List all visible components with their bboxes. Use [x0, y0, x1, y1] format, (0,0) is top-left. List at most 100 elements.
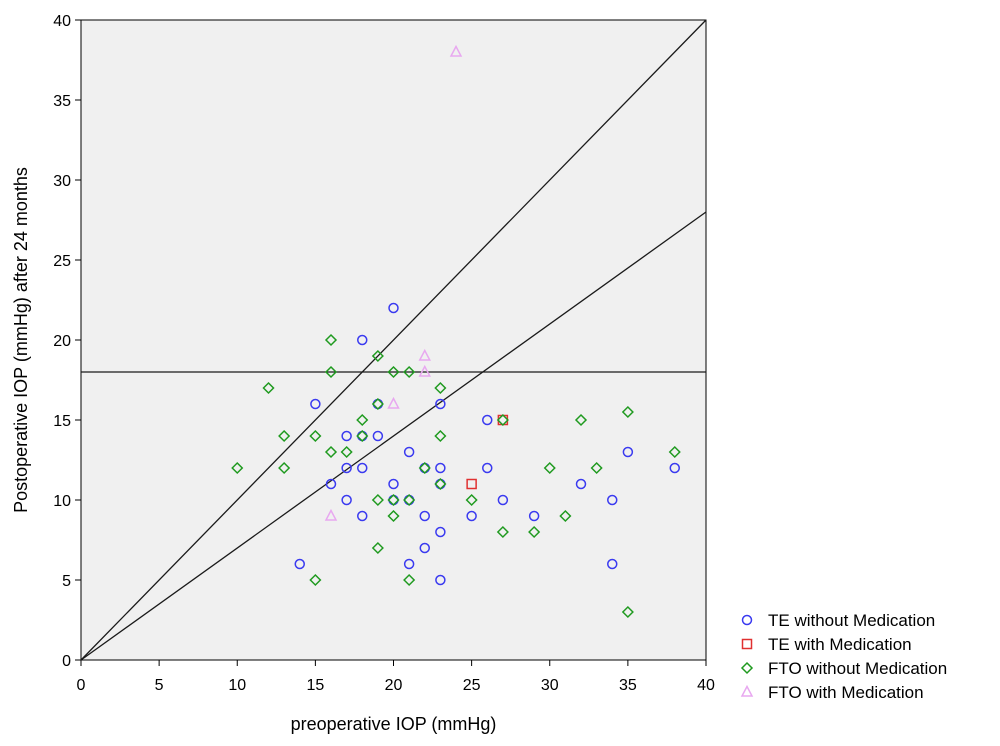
data-point	[324, 365, 338, 379]
data-point	[466, 478, 477, 490]
x-tick-label: 5	[155, 677, 164, 694]
y-axis: 0 5 10 15 20 25 30 35 40	[53, 13, 81, 670]
data-point	[434, 429, 447, 443]
data-point	[621, 405, 634, 419]
data-point	[371, 349, 384, 363]
data-point	[435, 398, 446, 410]
series-3-points	[231, 333, 681, 619]
legend: TE without Medication TE with Medication F…	[740, 611, 947, 702]
y-tick-label: 40	[53, 13, 71, 30]
data-point	[669, 462, 680, 474]
data-point	[418, 364, 431, 377]
data-point	[262, 381, 275, 395]
data-point	[574, 413, 588, 427]
data-point	[310, 398, 321, 410]
y-tick-label: 15	[53, 413, 71, 430]
data-point	[496, 413, 509, 427]
legend-marker	[741, 638, 753, 650]
data-point	[231, 461, 244, 475]
legend-item: TE with Medication	[741, 635, 912, 654]
data-point	[497, 494, 509, 506]
data-point	[465, 493, 478, 507]
legend-marker	[740, 684, 754, 697]
y-tick-label: 35	[53, 93, 71, 110]
data-point	[496, 525, 509, 539]
data-point	[418, 461, 431, 475]
data-point	[482, 462, 493, 474]
data-point	[435, 574, 446, 586]
legend-label: TE without Medication	[768, 611, 935, 630]
data-point	[324, 508, 338, 521]
data-point	[388, 302, 399, 314]
reference-line-2	[80, 211, 707, 661]
data-point	[309, 573, 322, 587]
data-point	[403, 573, 416, 587]
data-point	[387, 509, 400, 523]
y-axis-title: Postoperative IOP (mmHg) after 24 months	[11, 167, 31, 513]
data-point	[357, 510, 368, 522]
data-point	[435, 462, 446, 474]
x-axis: 0 5 10 15 20 25 30 35 40	[77, 660, 715, 694]
data-point	[434, 381, 447, 395]
y-tick-label: 5	[62, 573, 71, 590]
x-tick-label: 30	[541, 677, 559, 694]
data-point	[403, 365, 416, 379]
x-tick-label: 25	[463, 677, 481, 694]
legend-marker	[741, 614, 753, 626]
data-point	[324, 333, 338, 347]
data-point	[325, 478, 337, 490]
data-point	[278, 429, 291, 443]
data-point	[668, 445, 681, 459]
data-point	[324, 445, 338, 459]
data-point	[419, 542, 430, 554]
data-point	[309, 429, 322, 443]
legend-marker	[740, 661, 754, 675]
data-point	[621, 605, 634, 619]
data-point	[341, 430, 352, 442]
x-tick-label: 15	[306, 677, 324, 694]
data-point	[372, 430, 384, 442]
y-tick-label: 20	[53, 333, 71, 350]
legend-item: TE without Medication	[741, 611, 935, 630]
data-point	[341, 494, 352, 506]
y-tick-label: 25	[53, 253, 71, 270]
legend-label: FTO without Medication	[768, 659, 947, 678]
data-point	[466, 510, 477, 522]
data-point	[278, 461, 291, 475]
data-point	[559, 509, 572, 523]
data-point	[357, 462, 368, 474]
reference-line-1	[80, 19, 707, 661]
data-point	[403, 493, 416, 507]
series-4-points	[324, 44, 463, 521]
data-point	[528, 510, 540, 522]
legend-label: FTO with Medication	[768, 683, 924, 702]
data-point	[371, 493, 384, 507]
legend-label: TE with Medication	[768, 635, 912, 654]
data-point	[482, 414, 493, 426]
data-point	[371, 541, 384, 555]
x-tick-label: 10	[228, 677, 246, 694]
data-point	[387, 493, 400, 507]
x-tick-label: 40	[697, 677, 715, 694]
x-axis-title: preoperative IOP (mmHg)	[291, 714, 497, 734]
data-point	[356, 429, 369, 443]
data-point	[341, 462, 352, 474]
data-point	[449, 44, 463, 57]
data-point	[418, 348, 431, 361]
legend-item: FTO without Medication	[740, 659, 947, 678]
legend-item: FTO with Medication	[740, 683, 924, 702]
y-tick-label: 10	[53, 493, 71, 510]
data-point	[607, 494, 618, 506]
data-points	[231, 44, 681, 619]
data-point	[575, 478, 587, 490]
data-point	[387, 365, 400, 379]
data-point	[528, 525, 541, 539]
data-point	[340, 445, 353, 459]
data-point	[356, 413, 369, 427]
y-tick-label: 30	[53, 173, 71, 190]
data-point	[388, 478, 399, 490]
x-tick-label: 35	[619, 677, 637, 694]
data-point	[403, 558, 415, 570]
x-tick-label: 0	[77, 677, 86, 694]
